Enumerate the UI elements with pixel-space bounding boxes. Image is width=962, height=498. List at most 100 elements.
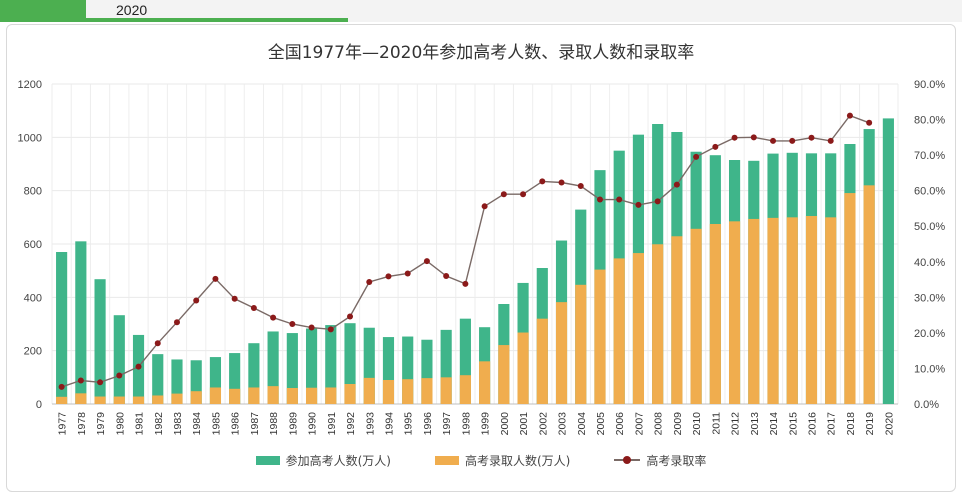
- y-tick-label: 0: [36, 399, 42, 411]
- x-tick-label: 1998: [460, 412, 472, 436]
- bar-admitted: [75, 393, 87, 404]
- rate-point: [635, 201, 642, 208]
- bar-admitted: [132, 396, 145, 404]
- bar-applicants: [344, 323, 356, 404]
- rate-point: [231, 295, 238, 302]
- x-tick-label: 2000: [499, 412, 511, 436]
- bar-applicants: [363, 327, 375, 404]
- rate-point: [596, 196, 603, 203]
- rate-point: [385, 273, 392, 280]
- bar-admitted: [671, 236, 683, 404]
- x-tick-label: 2019: [864, 412, 876, 436]
- rate-point: [577, 183, 584, 190]
- x-tick-label: 2005: [595, 412, 607, 436]
- rate-point: [866, 119, 873, 126]
- rate-point: [846, 112, 853, 119]
- bar-admitted: [613, 258, 625, 404]
- rate-point: [693, 153, 700, 160]
- x-tick-label: 1997: [441, 412, 453, 436]
- bar-applicants: [75, 241, 87, 404]
- bar-applicants: [152, 354, 164, 404]
- x-tick-label: 2009: [672, 412, 684, 436]
- bar-applicants: [421, 339, 433, 404]
- bar-admitted: [190, 391, 202, 404]
- rate-point: [97, 379, 104, 386]
- x-tick-label: 2008: [653, 412, 665, 436]
- rate-point: [750, 134, 757, 141]
- rate-point: [654, 198, 661, 205]
- legend-item-applicants[interactable]: 参加高考人数(万人): [255, 452, 391, 469]
- x-tick-label: 2020: [883, 412, 895, 436]
- rate-point: [154, 340, 161, 347]
- bar-applicants: [402, 336, 414, 404]
- y2-tick-label: 20.0%: [914, 328, 945, 340]
- x-tick-label: 1989: [287, 412, 299, 436]
- legend-item-admitted[interactable]: 高考录取人数(万人): [434, 452, 570, 469]
- x-tick-label: 2001: [518, 412, 530, 436]
- y-tick-label: 1000: [18, 132, 42, 144]
- x-tick-label: 1987: [249, 412, 261, 436]
- rate-point: [327, 326, 334, 333]
- x-tick-label: 2018: [845, 412, 857, 436]
- bar-admitted: [825, 217, 837, 404]
- bar-applicants: [113, 315, 125, 404]
- bar-admitted: [690, 228, 702, 404]
- bar-admitted: [229, 388, 241, 404]
- bar-admitted: [286, 388, 298, 404]
- rate-point: [366, 279, 373, 286]
- bar-admitted: [402, 379, 414, 404]
- bar-admitted: [844, 193, 856, 404]
- x-tick-label: 1993: [364, 412, 376, 436]
- top-tab-label[interactable]: 2020: [116, 2, 148, 18]
- y-tick-label: 1200: [18, 79, 42, 91]
- rate-point: [616, 196, 623, 203]
- bar-applicants: [190, 360, 202, 404]
- x-tick-label: 2003: [557, 412, 569, 436]
- rate-point: [558, 179, 565, 186]
- legend-swatch-rate: [614, 455, 641, 465]
- y2-tick-label: 50.0%: [914, 221, 945, 233]
- y-tick-label: 200: [24, 346, 42, 358]
- bar-admitted: [440, 377, 452, 404]
- bar-admitted: [575, 284, 587, 404]
- y2-tick-label: 0.0%: [914, 399, 939, 411]
- legend-item-rate[interactable]: 高考录取率: [614, 452, 706, 469]
- bar-admitted: [209, 387, 222, 404]
- bar-admitted: [536, 318, 548, 404]
- y2-tick-label: 30.0%: [914, 292, 945, 304]
- x-tick-label: 1992: [345, 412, 357, 436]
- x-tick-label: 2016: [806, 412, 818, 436]
- rate-point: [58, 383, 65, 390]
- x-tick-label: 2015: [787, 412, 799, 436]
- bar-admitted: [363, 377, 375, 404]
- rate-point: [193, 297, 200, 304]
- bar-admitted: [152, 395, 164, 404]
- bar-applicants: [248, 343, 260, 404]
- bar-admitted: [382, 380, 395, 404]
- rate-point: [808, 134, 815, 141]
- bar-admitted: [863, 185, 875, 404]
- rate-point: [462, 280, 469, 287]
- x-tick-label: 1988: [268, 412, 280, 436]
- x-tick-label: 2004: [576, 412, 588, 436]
- y2-tick-label: 60.0%: [914, 186, 945, 198]
- rate-point: [673, 181, 680, 188]
- bar-admitted: [594, 269, 606, 404]
- x-tick-label: 2013: [749, 412, 761, 436]
- bar-admitted: [748, 218, 760, 404]
- bar-applicants: [382, 337, 395, 404]
- y2-tick-label: 90.0%: [914, 79, 945, 91]
- x-tick-label: 1979: [95, 412, 107, 436]
- bar-admitted: [459, 375, 471, 404]
- bar-applicants: [56, 252, 68, 404]
- y2-tick-label: 10.0%: [914, 363, 945, 375]
- x-tick-label: 1986: [230, 412, 242, 436]
- bar-admitted: [632, 253, 645, 404]
- top-tab-dark: [0, 0, 86, 22]
- rate-point: [481, 203, 488, 210]
- bar-admitted: [498, 345, 510, 404]
- rate-point: [289, 321, 296, 327]
- bar-applicants: [305, 328, 318, 404]
- x-tick-label: 2011: [710, 412, 722, 435]
